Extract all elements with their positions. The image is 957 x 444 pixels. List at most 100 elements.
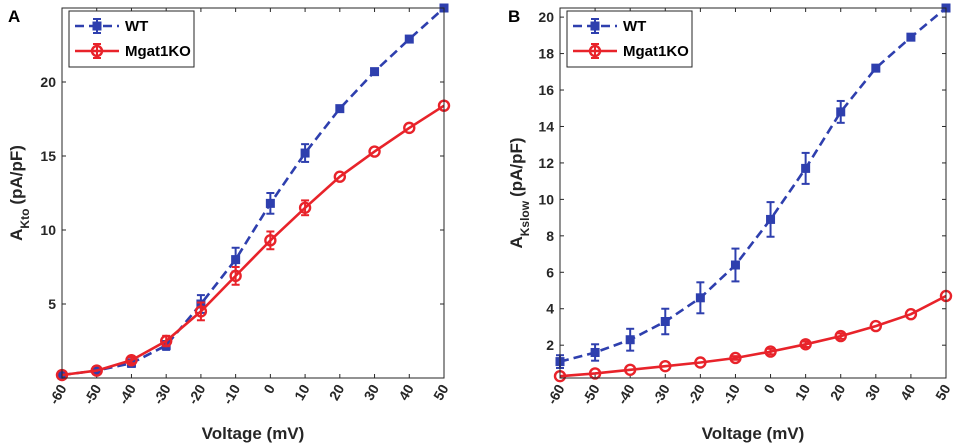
- y-tick-label: 18: [538, 46, 554, 62]
- x-tick-label: 10: [792, 381, 814, 403]
- y-tick-label: 5: [48, 296, 56, 312]
- data-point: [264, 234, 277, 247]
- data-point: [229, 269, 242, 283]
- y-tick-label: 8: [546, 228, 554, 244]
- data-point: [300, 148, 310, 158]
- data-point: [869, 319, 883, 333]
- data-point: [695, 293, 705, 303]
- series-mgat1ko: [55, 99, 451, 382]
- legend-marker: [90, 44, 104, 58]
- panel-a: A -60 -50 -40 -30 -20 -10 0 10 20 30 40 50 5 10 15 20 Vol…: [7, 3, 452, 443]
- data-point: [871, 63, 881, 73]
- data-point: [764, 345, 777, 358]
- series-line: [61, 104, 445, 377]
- legend-marker: [590, 21, 600, 31]
- legend-label: Mgat1KO: [623, 43, 689, 60]
- y-tick-label: 2: [546, 337, 554, 353]
- data-point: [660, 316, 670, 326]
- x-tick-label: -60: [46, 381, 70, 407]
- x-tick-label: 50: [932, 381, 954, 403]
- legend: WT Mgat1KO: [566, 10, 693, 68]
- panel-b: B -60 -50 -40 -30 -20 -10 0 10 20 30 40 50 2 4 6 8 10 12 14…: [507, 3, 954, 443]
- data-point: [625, 335, 635, 345]
- legend: WT Mgat1KO: [68, 10, 195, 68]
- legend-label: Mgat1KO: [125, 43, 191, 60]
- panel-label: A: [8, 7, 20, 26]
- legend-marker: [92, 21, 102, 31]
- x-tick-label: 0: [760, 381, 778, 396]
- x-tick-label: -60: [544, 381, 568, 407]
- data-point: [801, 163, 811, 173]
- data-point: [590, 347, 600, 357]
- x-tick-label: 20: [827, 381, 849, 403]
- data-point: [403, 121, 416, 135]
- data-point: [159, 334, 173, 348]
- data-point: [836, 107, 846, 117]
- x-tick-label: 40: [897, 381, 919, 403]
- legend-box: [68, 10, 195, 68]
- data-point: [231, 255, 241, 265]
- x-tick-label: -10: [719, 381, 743, 407]
- y-tick-label: 14: [538, 118, 554, 134]
- data-point: [659, 359, 672, 373]
- x-tick-label: -30: [150, 381, 174, 407]
- y-tick-label: 6: [546, 264, 554, 280]
- x-axis-label: Voltage (mV): [202, 424, 305, 443]
- axes-frame: [559, 7, 947, 379]
- x-tick-label: -20: [185, 381, 209, 407]
- data-point: [729, 351, 742, 365]
- x-tick-label: 20: [326, 381, 348, 403]
- x-tick-label: 30: [360, 381, 382, 403]
- series-wt: [555, 3, 951, 369]
- x-axis-label: Voltage (mV): [702, 424, 805, 443]
- data-point: [766, 214, 776, 224]
- data-point: [799, 338, 812, 351]
- data-point: [623, 363, 637, 376]
- legend-box: [566, 10, 693, 68]
- data-point: [834, 329, 847, 343]
- y-tick-label: 10: [538, 191, 554, 207]
- data-point: [904, 308, 918, 321]
- series-line: [559, 294, 947, 378]
- data-point: [404, 34, 414, 44]
- axes-frame: [61, 7, 445, 379]
- data-point: [370, 67, 380, 77]
- data-point: [194, 305, 208, 318]
- data-point: [906, 32, 916, 42]
- y-tick-label: 16: [538, 82, 554, 98]
- legend-label: WT: [623, 18, 646, 35]
- y-tick-label: 4: [546, 301, 554, 317]
- x-tick-label: 50: [430, 381, 452, 403]
- x-tick-label: -30: [649, 381, 673, 407]
- x-tick-label: 40: [395, 381, 417, 403]
- data-point: [730, 260, 740, 270]
- x-tick-label: -40: [614, 381, 638, 407]
- data-point: [298, 201, 312, 215]
- x-tick-label: -50: [579, 381, 603, 407]
- y-tick-label: 20: [40, 74, 56, 90]
- series-line: [559, 7, 947, 363]
- y-tick-label: 15: [40, 148, 56, 164]
- data-point: [125, 354, 138, 367]
- x-tick-label: -10: [219, 381, 243, 407]
- panel-label: B: [508, 7, 520, 26]
- data-point: [694, 356, 707, 369]
- x-tick-label: 0: [260, 381, 278, 396]
- y-axis-label: AKto(pA/pF): [7, 145, 32, 241]
- data-point: [90, 364, 103, 377]
- y-tick-label: 20: [538, 9, 554, 25]
- y-tick-label: 10: [40, 222, 56, 238]
- x-tick-label: 30: [862, 381, 884, 403]
- x-tick-label: -50: [80, 381, 104, 407]
- data-point: [368, 145, 381, 158]
- legend-label: WT: [125, 18, 148, 35]
- data-point: [333, 170, 347, 183]
- series-line: [61, 7, 445, 377]
- data-point: [335, 104, 345, 114]
- x-tick-label: 10: [291, 381, 313, 403]
- legend-marker: [588, 44, 602, 58]
- x-tick-label: -20: [684, 381, 708, 407]
- x-tick-label: -40: [115, 381, 139, 407]
- y-axis-label: AKslow(pA/pF): [507, 137, 532, 248]
